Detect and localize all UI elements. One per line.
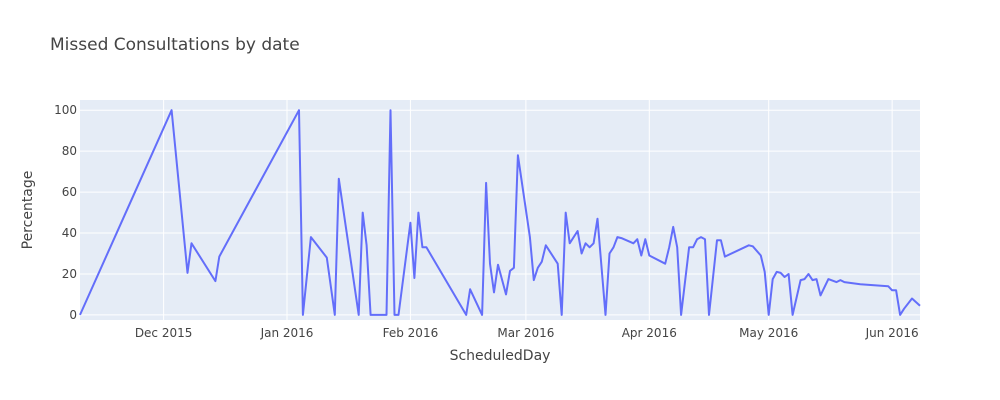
axis-ticks: 0 20 40 60 80 100 Dec 2015 Jan 2016 Feb 2016 Mar …: [54, 103, 919, 340]
x-tick-label: Apr 2016: [622, 326, 677, 340]
x-tick-label: Dec 2015: [135, 326, 193, 340]
y-tick-label: 40: [62, 226, 77, 240]
x-tick-label: May 2016: [739, 326, 798, 340]
x-tick-label: Jan 2016: [260, 326, 314, 340]
grid-lines: [80, 100, 920, 320]
x-axis-title: ScheduledDay: [450, 348, 551, 364]
x-tick-label: Feb 2016: [383, 326, 439, 340]
series-line: [79, 109, 921, 316]
y-axis-title: Percentage: [20, 171, 36, 250]
y-tick-label: 80: [62, 144, 77, 158]
x-tick-label: Jun 2016: [865, 326, 919, 340]
y-tick-label: 0: [69, 308, 77, 322]
plot-area: [80, 100, 920, 320]
series-layer: [79, 109, 921, 316]
chart-title: Missed Consultations by date: [50, 35, 300, 55]
x-tick-label: Mar 2016: [497, 326, 554, 340]
y-tick-label: 60: [62, 185, 77, 199]
y-tick-label: 100: [54, 103, 77, 117]
y-tick-label: 20: [62, 267, 77, 281]
